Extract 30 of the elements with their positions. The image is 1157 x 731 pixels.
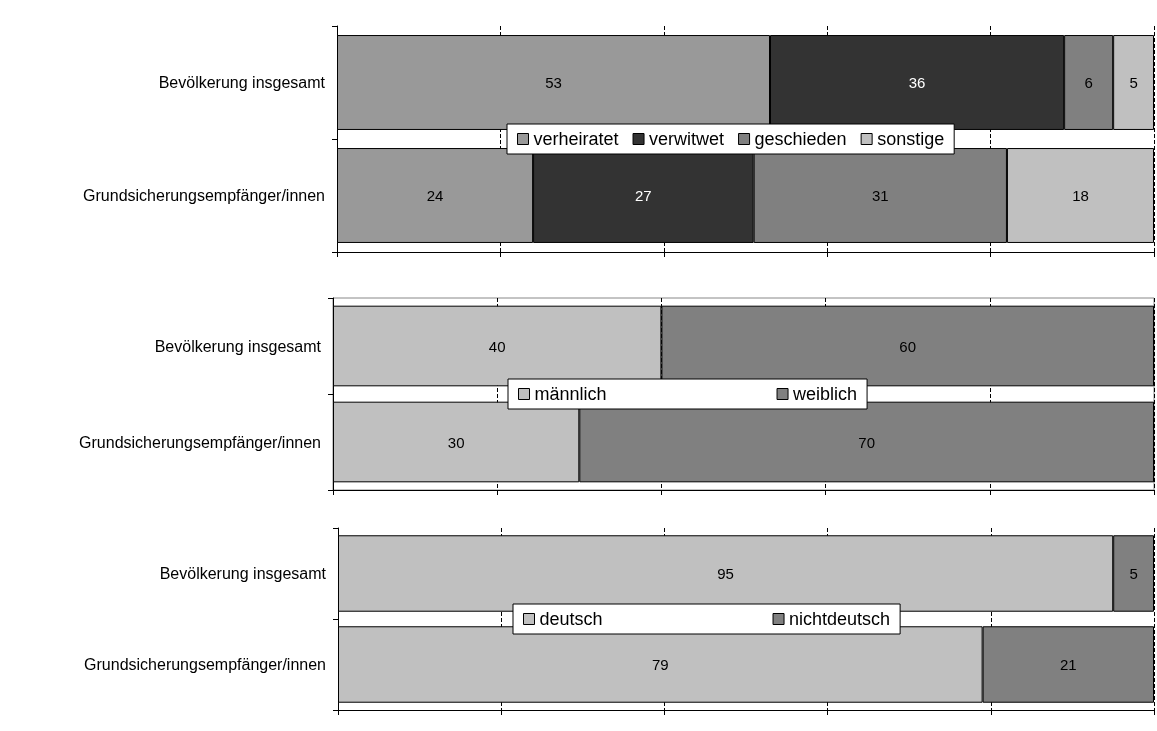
data-label: 18 [1072,187,1089,204]
data-label: 53 [545,74,562,91]
data-label: 40 [488,337,506,355]
data-label: 30 [447,433,465,451]
legend-label: männlich [534,384,607,404]
data-label: 60 [899,337,917,355]
legend-label: verheiratet [533,129,619,149]
data-label: 24 [426,187,444,204]
data-label: 95 [717,565,734,582]
legend-label: geschieden [754,129,847,149]
legend-label: weiblich [792,384,858,404]
y-tick-label: Bevölkerung insgesamt [158,74,326,91]
y-tick-label: Bevölkerung insgesamt [159,565,327,582]
y-tick-label: Grundsicherungsempfänger/innen [79,433,321,451]
data-label: 5 [1129,74,1138,91]
y-tick-label: Grundsicherungsempfänger/innen [83,187,325,204]
legend-label: verwitwet [649,129,725,149]
legend-label: deutsch [539,609,603,629]
data-label: 5 [1129,565,1138,582]
legend-label: nichtdeutsch [789,609,891,629]
y-tick-label: Grundsicherungsempfänger/innen [84,656,326,673]
data-label: 21 [1059,656,1077,673]
legend-label: sonstige [877,129,945,149]
data-label: 36 [908,74,926,91]
data-label: 79 [651,656,669,673]
data-label: 6 [1084,74,1093,91]
y-tick-label: Bevölkerung insgesamt [154,337,322,355]
data-label: 70 [858,433,875,451]
data-label: 27 [635,187,652,204]
data-label: 31 [871,187,889,204]
